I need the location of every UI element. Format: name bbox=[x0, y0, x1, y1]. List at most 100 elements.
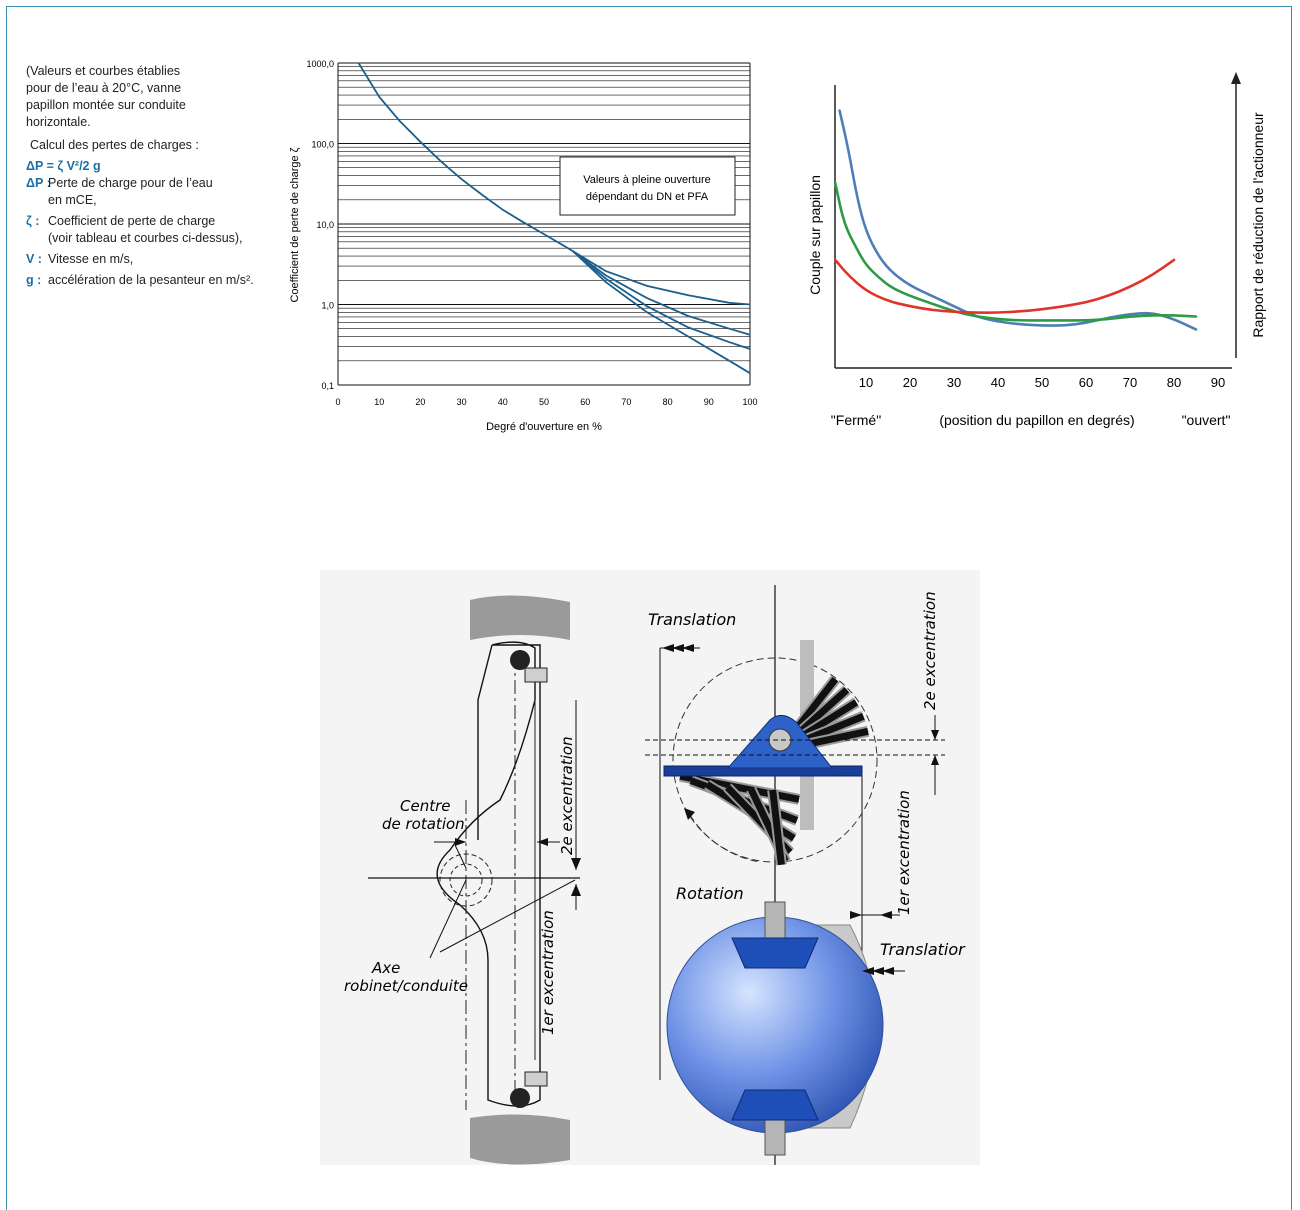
pipe-flange-top bbox=[470, 595, 570, 640]
x-tick-label: 80 bbox=[663, 397, 673, 407]
note-line: papillon montée sur conduite bbox=[26, 98, 186, 112]
valve-section-left: Centre de rotation Axe robinet/conduite … bbox=[344, 595, 581, 1165]
torque-curve-2 bbox=[833, 258, 1176, 315]
y-tick-label: 1,0 bbox=[321, 301, 334, 311]
exc1-left-label: 1er excentration bbox=[539, 910, 557, 1035]
arrow-down-icon bbox=[571, 858, 581, 870]
leader-line bbox=[454, 844, 467, 869]
arrow-left-icon bbox=[537, 838, 548, 846]
x-tick-label: 40 bbox=[498, 397, 508, 407]
annotation-box bbox=[559, 156, 736, 216]
def-zeta: ζ : Coefficient de perte de charge (voir t… bbox=[26, 214, 243, 245]
rotation-circle bbox=[439, 853, 493, 907]
loss-curve-4 bbox=[572, 250, 751, 374]
translation-bottom-label: Translatior bbox=[880, 940, 966, 959]
rotation-circle bbox=[672, 657, 878, 863]
x-tick-label: 30 bbox=[947, 375, 961, 390]
x-tick-label: 40 bbox=[991, 375, 1005, 390]
arrow-right-icon bbox=[455, 838, 466, 846]
chart2-curves bbox=[833, 109, 1198, 331]
chart1-ticks: 0 10 20 30 40 50 60 70 80 90 100 0,1 1,0 10,0 100,0 100… bbox=[306, 59, 757, 407]
page-frame bbox=[6, 6, 1292, 1210]
torque-curve-0 bbox=[838, 109, 1198, 331]
valve-body-outline bbox=[477, 644, 493, 840]
note-line: horizontale. bbox=[26, 115, 91, 129]
rotation-label: Rotation bbox=[676, 884, 744, 903]
loss-curve-2 bbox=[572, 250, 751, 336]
x-tick-label: 50 bbox=[1035, 375, 1049, 390]
y-tick-label: 10,0 bbox=[316, 220, 334, 230]
seal-bottom bbox=[510, 1088, 530, 1108]
x-tick-label: 0 bbox=[335, 397, 340, 407]
axe-label: Axe bbox=[371, 959, 400, 977]
shaft-top bbox=[764, 901, 786, 941]
translation-top-label: Translation bbox=[648, 610, 736, 629]
leader-line bbox=[429, 879, 467, 959]
hub-top bbox=[731, 937, 819, 969]
def-v: V : Vitesse en m/s, bbox=[26, 252, 134, 266]
x-tick-label: 90 bbox=[704, 397, 714, 407]
chart2-ticks: 10 20 30 40 50 60 70 80 90 bbox=[859, 375, 1225, 390]
arrow-down-icon bbox=[931, 730, 939, 740]
x-tick-label: 30 bbox=[457, 397, 467, 407]
disc-position bbox=[769, 789, 785, 866]
arrow-left-icon bbox=[862, 967, 874, 975]
loss-coefficient-chart: Valeurs à pleine ouverture dépendant du … bbox=[289, 59, 758, 433]
label-ferme: "Fermé" bbox=[831, 412, 881, 428]
chart2-ylabel: Couple sur papillon bbox=[807, 175, 823, 295]
x-tick-label: 10 bbox=[859, 375, 873, 390]
x-tick-label: 80 bbox=[1167, 375, 1181, 390]
seal-top bbox=[510, 650, 530, 670]
rotation-arrow bbox=[689, 814, 761, 863]
x-tick-label: 100 bbox=[742, 397, 757, 407]
note-line: pour de l’eau à 20°C, vanne bbox=[26, 81, 182, 95]
y-tick-label: 100,0 bbox=[311, 140, 334, 150]
arrow-left-icon bbox=[672, 644, 684, 652]
x-tick-label: 70 bbox=[621, 397, 631, 407]
torque-chart: 10 20 30 40 50 60 70 80 90 Couple sur papillon R… bbox=[807, 72, 1266, 428]
arrow-left-icon bbox=[682, 644, 694, 652]
hub-bottom bbox=[731, 1089, 819, 1121]
x-tick-label: 60 bbox=[1079, 375, 1093, 390]
annotation-line: dépendant du DN et PFA bbox=[586, 191, 709, 203]
chart1-ylabel: Coefficient de perte de charge ζ bbox=[289, 147, 301, 302]
arrow-left-icon bbox=[880, 911, 892, 919]
chart1-curves bbox=[357, 62, 751, 374]
calc-title: Calcul des pertes de charges : bbox=[30, 138, 199, 152]
centre-label: Centre bbox=[400, 797, 451, 815]
arrow-left-icon bbox=[872, 967, 884, 975]
axe-label: robinet/conduite bbox=[344, 977, 468, 995]
chart2-y2label: Rapport de réduction de l'actionneur bbox=[1250, 112, 1266, 338]
diagram-background bbox=[320, 570, 980, 1165]
loss-curve-3 bbox=[572, 250, 751, 350]
pipe-flange-bottom bbox=[470, 1114, 570, 1165]
rotation-circle bbox=[449, 863, 483, 897]
exc2-right-label: 2e excentration bbox=[921, 591, 939, 710]
x-tick-label: 20 bbox=[415, 397, 425, 407]
x-tick-label: 60 bbox=[580, 397, 590, 407]
torque-curve-1 bbox=[833, 181, 1198, 322]
y-tick-label: 1000,0 bbox=[306, 59, 334, 69]
loss-curve-0 bbox=[357, 62, 574, 252]
note-line: (Valeurs et courbes établies bbox=[26, 64, 181, 78]
x-tick-label: 90 bbox=[1211, 375, 1225, 390]
x-tick-label: 70 bbox=[1123, 375, 1137, 390]
notes-panel: (Valeurs et courbes établies pour de l’e… bbox=[26, 63, 296, 289]
arrow-left-icon bbox=[882, 967, 894, 975]
arrow-icon bbox=[684, 808, 695, 820]
leader-line bbox=[439, 879, 576, 953]
bolt-bottom bbox=[524, 1071, 548, 1087]
formula: ΔP = ζ V²/2 g bbox=[26, 159, 101, 173]
exc2-left-label: 2e excentration bbox=[558, 736, 576, 855]
label-ouvert: "ouvert" bbox=[1182, 412, 1231, 428]
label-position: (position du papillon en degrés) bbox=[939, 412, 1134, 428]
annotation-line: Valeurs à pleine ouverture bbox=[583, 174, 711, 186]
valve-section-right: Translation Rotation Translatior 2e exce… bbox=[645, 585, 966, 1165]
valve-diagram: Centre de rotation Axe robinet/conduite … bbox=[320, 570, 980, 1165]
chart1-xlabel: Degré d'ouverture en % bbox=[486, 421, 602, 433]
arrow-right-icon bbox=[850, 911, 862, 919]
exc1-right-label: 1er excentration bbox=[895, 790, 913, 915]
loss-curve-1 bbox=[572, 250, 751, 306]
def-g: g : accélération de la pesanteur en m/s². bbox=[26, 273, 254, 287]
y-tick-label: 0,1 bbox=[321, 381, 334, 391]
